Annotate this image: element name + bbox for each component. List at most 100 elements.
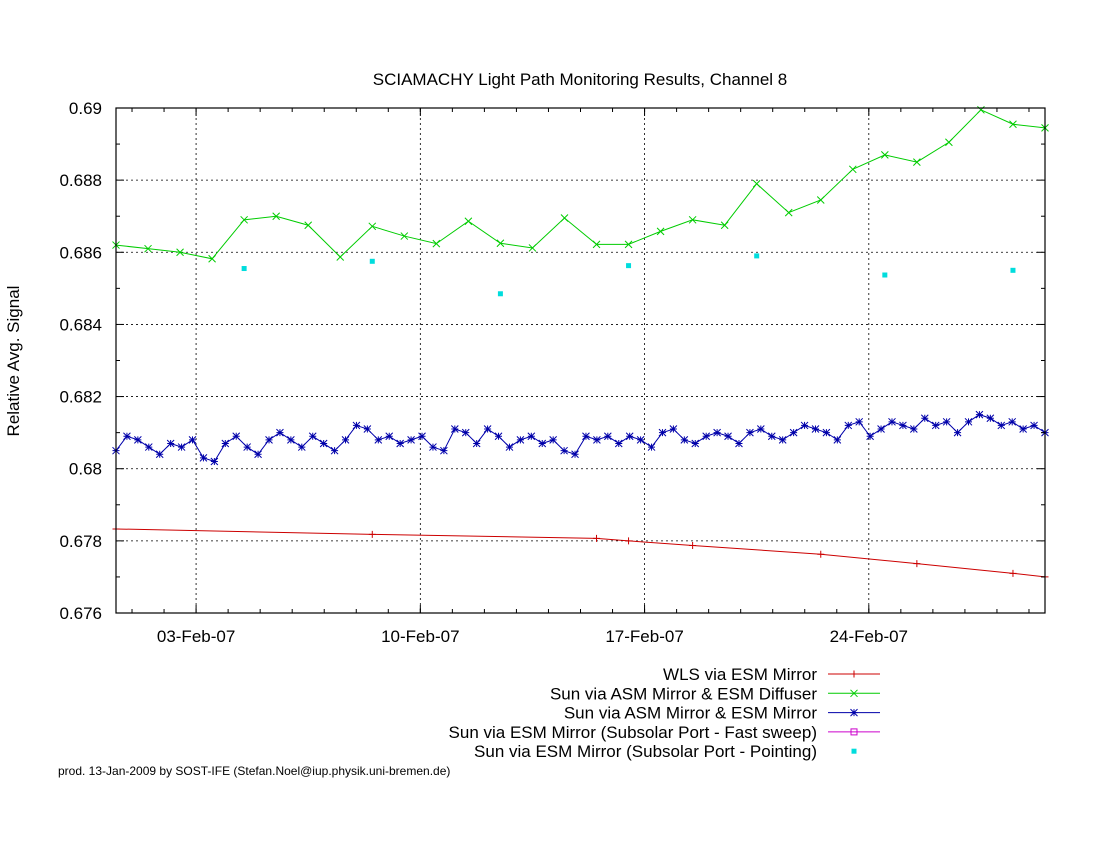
- footer-credit: prod. 13-Jan-2009 by SOST-IFE (Stefan.No…: [58, 764, 451, 778]
- data-point: [336, 253, 345, 261]
- data-point: [497, 291, 503, 297]
- data-point: [407, 436, 415, 444]
- data-point: [789, 428, 798, 437]
- data-point: [276, 428, 284, 437]
- grid: [116, 108, 1045, 613]
- data-point: [352, 421, 361, 430]
- data-point: [811, 425, 820, 433]
- data-point: [625, 432, 634, 441]
- legend-label: Sun via ESM Mirror (Subsolar Port - Poin…: [474, 742, 817, 761]
- legend-label: Sun via ESM Mirror (Subsolar Port - Fast…: [449, 723, 817, 742]
- data-point: [626, 263, 632, 269]
- data-point: [817, 550, 825, 558]
- data-point: [363, 425, 372, 433]
- data-point: [691, 439, 700, 448]
- legend-label: WLS via ESM Mirror: [663, 665, 817, 684]
- data-point: [528, 244, 537, 252]
- data-point: [882, 272, 888, 278]
- data-point: [669, 425, 678, 433]
- data-point: [754, 253, 760, 259]
- data-point: [176, 248, 184, 257]
- data-point: [658, 428, 667, 437]
- y-tick-label: 0.682: [59, 388, 102, 407]
- data-point: [647, 443, 656, 451]
- data-point: [461, 428, 470, 437]
- legend-label: Sun via ASM Mirror & ESM Diffuser: [550, 684, 817, 703]
- data-point: [297, 443, 306, 451]
- data-point: [1030, 421, 1038, 430]
- data-point: [396, 439, 405, 448]
- y-axis-label: Relative Avg. Signal: [4, 286, 23, 437]
- data-point: [975, 410, 984, 419]
- legend-marker: [850, 708, 858, 717]
- data-point: [624, 240, 633, 249]
- data-point: [208, 254, 216, 263]
- legend-label: Sun via ASM Mirror & ESM Mirror: [564, 704, 817, 723]
- data-point: [319, 439, 328, 448]
- data-point: [464, 217, 473, 226]
- data-point: [265, 436, 273, 444]
- data-point: [964, 417, 973, 426]
- data-point: [374, 436, 383, 444]
- data-point: [593, 436, 601, 444]
- data-point: [560, 214, 569, 222]
- data-point: [496, 239, 505, 248]
- data-point: [931, 421, 940, 430]
- data-point: [240, 215, 248, 224]
- data-point: [505, 443, 514, 451]
- data-point: [689, 542, 697, 550]
- legend-marker: [850, 728, 858, 736]
- data-point: [166, 439, 175, 448]
- data-point: [746, 428, 754, 437]
- data-point: [1008, 417, 1017, 426]
- axes: 0.676 0.678 0.68 0.682 0.684 0.686 0.688 0.69 03…: [59, 99, 1046, 646]
- data-point: [688, 215, 697, 224]
- y-tick-label: 0.686: [59, 243, 102, 262]
- x-tick-label: 17-Feb-07: [605, 627, 683, 646]
- data-point: [778, 436, 787, 444]
- data-point: [899, 421, 907, 430]
- data-point: [1009, 120, 1017, 129]
- data-point: [603, 432, 612, 441]
- data-point: [816, 196, 825, 204]
- data-point: [385, 432, 394, 441]
- data-point: [800, 421, 809, 430]
- data-point: [549, 436, 558, 444]
- data-point: [232, 432, 241, 441]
- data-point: [713, 428, 721, 437]
- series-group: [112, 105, 1049, 581]
- data-point: [880, 151, 889, 159]
- data-point: [571, 450, 579, 459]
- data-point: [368, 222, 377, 231]
- data-point: [144, 443, 153, 451]
- data-point: [877, 425, 885, 433]
- y-tick-label: 0.69: [69, 99, 102, 118]
- data-point: [304, 221, 313, 230]
- data-point: [822, 428, 831, 437]
- data-point: [440, 446, 448, 455]
- data-point: [756, 425, 765, 433]
- data-point: [472, 439, 481, 448]
- series-line: [115, 528, 1046, 578]
- data-point: [997, 421, 1006, 430]
- data-point: [432, 239, 441, 248]
- data-point: [848, 165, 857, 174]
- y-tick-label: 0.688: [59, 171, 102, 190]
- x-tick-label: 10-Feb-07: [381, 627, 459, 646]
- chart-title: SCIAMACHY Light Path Monitoring Results,…: [373, 70, 788, 89]
- x-tick-label: 03-Feb-07: [157, 627, 235, 646]
- y-tick-label: 0.68: [69, 460, 102, 479]
- data-point: [593, 534, 601, 542]
- data-point: [945, 138, 953, 147]
- data-point: [368, 530, 376, 538]
- legend-marker: [850, 689, 858, 698]
- data-point: [177, 443, 186, 451]
- legend-marker: [850, 670, 858, 678]
- data-point: [134, 436, 142, 444]
- data-point: [1010, 267, 1016, 273]
- data-point: [720, 221, 729, 230]
- data-point: [221, 439, 230, 448]
- data-point: [1019, 425, 1027, 433]
- data-point: [1009, 569, 1017, 577]
